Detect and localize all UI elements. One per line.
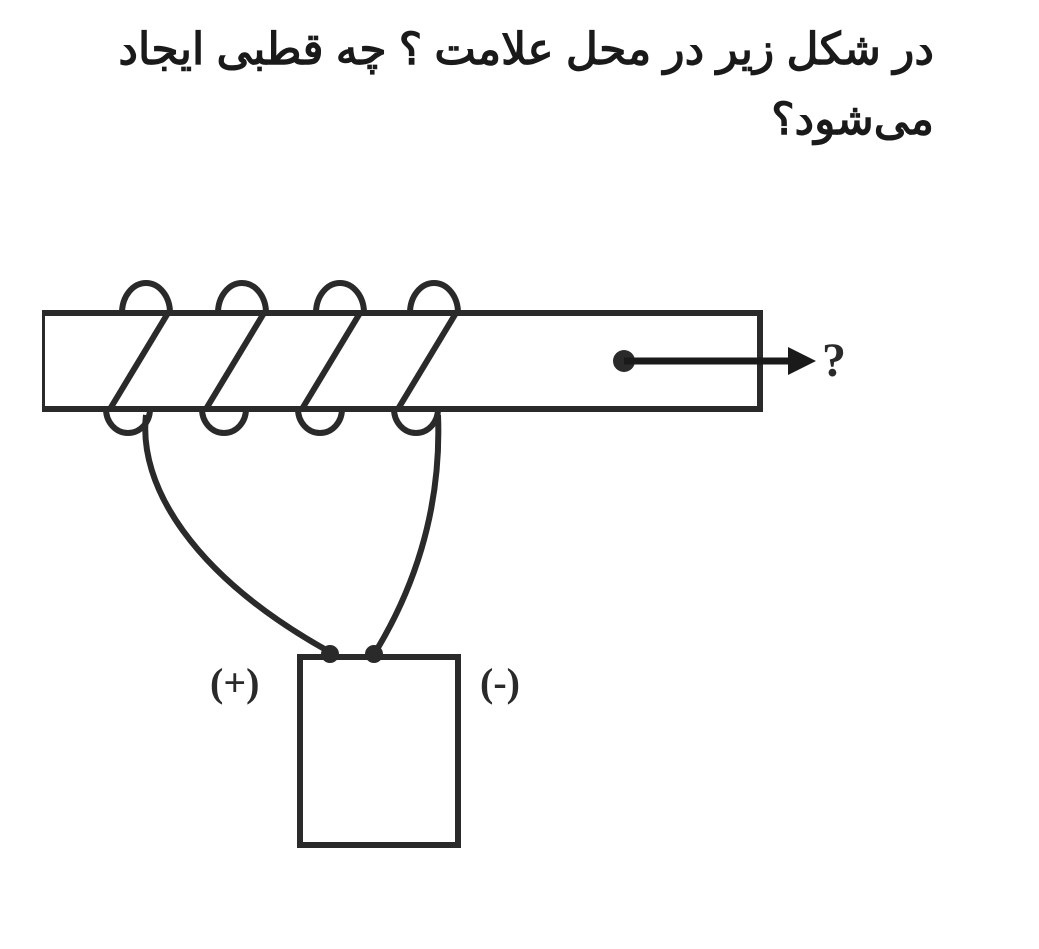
electromagnet-diagram: ? (+) (-) [42,265,892,855]
battery-box [300,657,458,845]
question-line-2: می‌شود؟ [104,85,934,155]
coil-wire [398,313,456,409]
coil-top-arc [122,283,170,313]
diagram-svg [42,265,892,855]
question-text: در شکل زیر در محل علامت ؟ چه قطبی ایجاد … [104,15,934,156]
coil-bottom-arc [298,409,342,433]
question-mark-label: ? [822,333,846,388]
plus-label: (+) [210,659,259,706]
coil-bottom-arc [202,409,246,433]
coil-wire [206,313,264,409]
question-line-1: در شکل زیر در محل علامت ؟ چه قطبی ایجاد [104,15,934,85]
coil-top-arc [316,283,364,313]
arrow-head-icon [788,347,816,375]
coil-wire [302,313,360,409]
lead-wire-left [145,415,328,651]
minus-label: (-) [480,659,520,706]
coil-top-arc [410,283,458,313]
lead-wire-right [376,415,438,651]
coil-top-arc [218,283,266,313]
coil-wire [110,313,168,409]
coil-bottom-arc [394,409,438,433]
